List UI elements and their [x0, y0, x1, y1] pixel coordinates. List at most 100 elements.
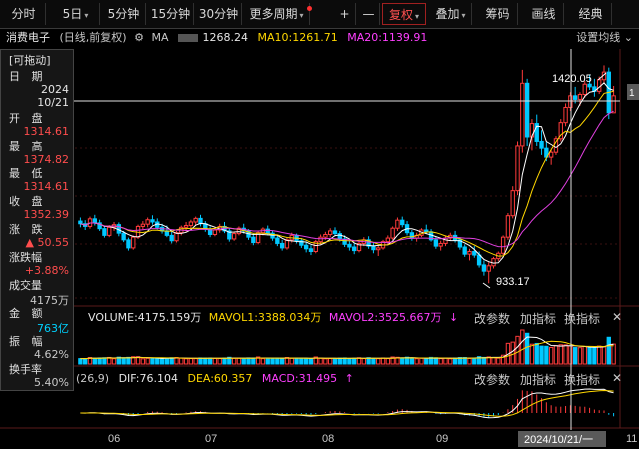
volume-bar — [587, 347, 592, 365]
candle-body — [577, 93, 583, 100]
volume-bar — [472, 357, 477, 365]
volume-bar — [313, 356, 318, 365]
drag-handle-label[interactable]: [可拖动] — [9, 54, 51, 67]
draw-line-button[interactable]: 画线 — [524, 3, 564, 25]
volume-bar — [251, 357, 256, 365]
tab-5min[interactable]: 5分钟 — [102, 3, 146, 25]
mavol1-label: MAVOL1:3388.034万 — [208, 311, 322, 324]
volume-bar — [270, 357, 275, 365]
overlay-dropdown[interactable]: 叠加 ▾ — [430, 3, 472, 25]
candle-body — [174, 232, 179, 242]
volume-bar — [318, 357, 323, 365]
volume-label: 成交量 — [9, 279, 42, 292]
more-periods-dropdown[interactable]: 更多周期 ▾ — [244, 3, 310, 25]
candle-body — [323, 233, 328, 238]
candle-body — [356, 242, 362, 252]
notification-dot — [307, 6, 312, 11]
ma10-value: MA10:1261.71 — [257, 31, 338, 44]
volume-bar — [164, 357, 170, 365]
classic-button[interactable]: 经典 — [570, 3, 612, 25]
amount-value: 763亿 — [37, 322, 69, 335]
candle-body — [548, 151, 554, 158]
volume-bar — [332, 358, 338, 365]
candle-body — [582, 83, 587, 95]
turnover-value: 5.40% — [34, 376, 69, 389]
dea-line — [80, 389, 614, 417]
volume-bar — [582, 345, 587, 365]
volume-bar — [606, 336, 611, 365]
volume-bar — [371, 357, 376, 365]
crosshair-price: 1 — [629, 88, 635, 99]
candle-body — [572, 95, 578, 100]
data-panel[interactable]: [可拖动] 日 期 2024 10/21 开 盘 1314.61 最 高 137… — [0, 49, 74, 391]
mavol2-line — [80, 340, 614, 360]
tab-5day[interactable]: 5日 ▾ — [52, 3, 100, 25]
volume-bar — [515, 335, 520, 365]
volume-bar — [520, 329, 525, 365]
volume-bar — [150, 358, 155, 365]
arrow-up-icon: ↑ — [344, 372, 354, 385]
amount-label: 金 额 — [9, 307, 47, 320]
volume-bar — [361, 358, 366, 365]
dif-label: DIF:76.104 — [118, 372, 178, 385]
candle-body — [265, 228, 270, 234]
chevron-down-icon: ▾ — [84, 11, 89, 20]
volume-bar — [188, 358, 194, 365]
close-icon[interactable]: ✕ — [612, 310, 623, 324]
volume-params-button[interactable]: 改参数 — [474, 312, 511, 326]
ma20-value: MA20:1139.91 — [347, 31, 428, 44]
macd-add-indicator-button[interactable]: 加指标 — [520, 373, 557, 387]
volume-bars — [78, 329, 616, 365]
low-label: 最 低 — [9, 167, 47, 180]
volume-bar — [289, 357, 294, 365]
volume-bar — [424, 358, 429, 365]
gear-icon[interactable]: ⚙ — [134, 31, 144, 44]
candle-body — [251, 236, 256, 244]
close-icon[interactable]: ✕ — [612, 371, 623, 385]
volume-bar — [510, 341, 515, 365]
volume-bar — [255, 356, 261, 365]
candle-body — [188, 221, 194, 227]
candle-body — [236, 227, 242, 235]
volume-bar — [83, 358, 88, 365]
tab-intraday[interactable]: 分时 — [2, 3, 46, 25]
chips-button[interactable]: 筹码 — [478, 3, 518, 25]
volume-add-indicator-button[interactable]: 加指标 — [520, 312, 557, 326]
volume-switch-indicator-button[interactable]: 换指标 — [564, 312, 601, 326]
ma-settings-button[interactable]: 设置均线 ⌄ — [576, 31, 633, 44]
change-pct-value: +3.88% — [24, 264, 69, 277]
candle-body — [563, 106, 568, 124]
volume-bar — [116, 356, 122, 365]
candle-body — [409, 232, 415, 239]
volume-bar — [279, 357, 285, 365]
volume-bar — [592, 346, 597, 365]
candle-body — [510, 190, 515, 217]
volume-bar — [414, 358, 419, 365]
adjust-dropdown[interactable]: 复权 ▾ — [382, 3, 426, 25]
close-value: 1352.39 — [23, 208, 70, 221]
volume-bar — [496, 357, 501, 365]
candle-body — [97, 222, 102, 230]
tab-15min[interactable]: 15分钟 — [148, 3, 194, 25]
volume-bar — [558, 344, 563, 365]
volume-bar — [121, 357, 126, 365]
candle-body — [481, 264, 487, 272]
candle-body — [284, 239, 290, 249]
candle-body — [371, 245, 376, 251]
ma5-line — [80, 82, 614, 264]
macd-switch-indicator-button[interactable]: 换指标 — [564, 373, 601, 387]
candle-body — [366, 239, 371, 247]
stock-name: 消费电子 — [6, 31, 50, 44]
chevron-down-icon: ⌄ — [623, 31, 633, 44]
volume-bar — [376, 358, 381, 365]
candle-body — [347, 243, 352, 248]
candle-body — [227, 230, 232, 240]
x-tick-label: 11 — [626, 433, 637, 445]
zoom-in-button[interactable]: + — [334, 3, 356, 25]
zoom-out-button[interactable]: — — [358, 3, 380, 25]
candle-body — [318, 236, 323, 243]
tab-30min[interactable]: 30分钟 — [196, 3, 242, 25]
macd-params-button[interactable]: 改参数 — [474, 373, 511, 387]
candle-body — [102, 228, 107, 236]
